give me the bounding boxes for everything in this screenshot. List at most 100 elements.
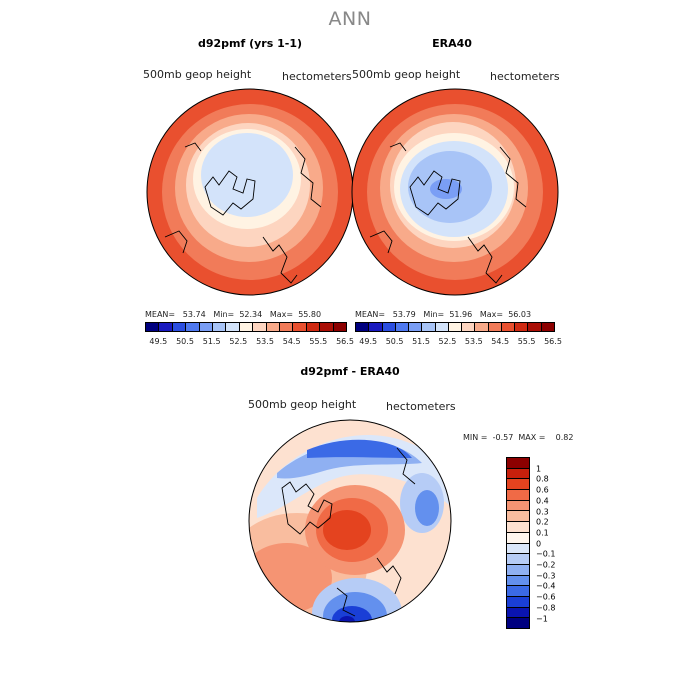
colorbar-tick-label: 55.5 (517, 337, 536, 346)
colorbar-swatch (172, 323, 187, 331)
colorbar-swatch (239, 323, 254, 331)
colorbar-swatch (409, 323, 423, 331)
colorbar-swatch (507, 596, 529, 608)
colorbar-swatch (507, 500, 529, 512)
colorbar-tick-label: −0.4 (536, 581, 556, 591)
stats-min-label: Min= (423, 310, 445, 319)
colorbar-swatch (507, 575, 529, 587)
colorbar-tick-label: −0.2 (536, 560, 556, 570)
colorbar-swatch (507, 554, 529, 565)
colorbar-swatch (186, 323, 200, 331)
colorbar-tick-label: 53.5 (256, 337, 274, 346)
colorbar-tick-label: 52.5 (438, 337, 457, 346)
colorbar-tick-label: 0.3 (536, 507, 549, 516)
stats-max-label: MAX = (518, 433, 546, 442)
colorbar-swatch (435, 323, 449, 331)
colorbar-tick-label: 55.5 (309, 337, 328, 346)
colorbar-tick-label: −0.1 (536, 549, 556, 559)
field-label-diff: 500mb geop height (248, 398, 357, 411)
panel-title-diff: d92pmf - ERA40 (300, 365, 400, 378)
colorbar-swatch (213, 323, 227, 331)
colorbar-swatch (507, 532, 529, 544)
colorbar-tick-label: 54.5 (282, 337, 301, 346)
colorbar-swatch (280, 323, 294, 331)
stats-min-value: 51.96 (449, 310, 473, 319)
panel-title-model: d92pmf (yrs 1-1) (197, 37, 303, 50)
colorbar-tick-label: −1 (536, 614, 548, 623)
colorbar-swatch (395, 323, 410, 331)
colorbar-swatch (507, 586, 529, 597)
stats-max-label: Max= (479, 310, 504, 319)
colorbar-swatch (226, 323, 240, 331)
colorbar-tick-label: 53.5 (464, 337, 483, 346)
colorbar-swatch (507, 618, 529, 628)
stats-min-value: 52.34 (239, 310, 263, 319)
colorbar-swatch (515, 323, 529, 331)
units-label-diff: hectometers (386, 400, 456, 413)
polar-map-diff (248, 419, 452, 623)
colorbar-tick-label: 0.6 (536, 485, 549, 495)
stats-max-value: 0.82 (555, 433, 574, 442)
colorbar-swatch (306, 323, 321, 331)
colorbar-swatch (448, 323, 463, 331)
colorbar-swatch (356, 323, 370, 331)
colorbar-swatch (507, 479, 529, 491)
colorbar-tick-label: 56.5 (544, 337, 562, 346)
colorbar-tick-label: 0.8 (536, 474, 549, 484)
stats-mean-value: 53.79 (392, 310, 416, 319)
polar-map-model (146, 88, 354, 296)
colorbar-tick-label: 56.5 (336, 337, 354, 346)
colorbar-tick-label: 1 (536, 464, 542, 474)
panel-title-era40: ERA40 (432, 37, 472, 50)
stats-min-label: Min= (213, 310, 235, 319)
colorbar-swatch (501, 323, 516, 331)
stats-mean-label: MEAN= (145, 310, 176, 319)
stats-max-value: 56.03 (508, 310, 532, 319)
colorbar-tick-label: 50.5 (176, 337, 194, 346)
stats-mean-value: 53.74 (182, 310, 206, 319)
colorbar-labels-era40: 49.5 50.5 51.5 52.5 53.5 54.5 55.5 56.5 (355, 337, 562, 347)
colorbar-swatch (320, 323, 334, 331)
colorbar-swatch (507, 543, 529, 555)
colorbar-tick-label: 0.2 (536, 517, 549, 527)
colorbar-swatch (507, 511, 529, 523)
colorbar-swatch (146, 323, 160, 331)
colorbar-model (145, 322, 347, 332)
field-label-model: 500mb geop height (143, 68, 252, 81)
colorbar-swatch (293, 323, 307, 331)
units-label-model: hectometers (282, 70, 352, 83)
colorbar-swatch (462, 323, 476, 331)
main-title: ANN (328, 8, 372, 30)
colorbar-swatch (528, 323, 542, 331)
colorbar-swatch (475, 323, 489, 331)
colorbar-tick-label: 0.1 (536, 528, 549, 538)
colorbar-tick-label: 51.5 (412, 337, 430, 346)
colorbar-swatch (507, 564, 529, 576)
colorbar-tick-label: 49.5 (149, 337, 168, 346)
colorbar-swatch (541, 323, 554, 331)
stats-model: MEAN= 53.74 Min= 52.34 Max= 55.80 (145, 310, 321, 319)
colorbar-swatch (199, 323, 214, 331)
colorbar-swatch (333, 323, 347, 331)
colorbar-tick-label: −0.6 (536, 592, 556, 602)
colorbar-tick-label: −0.3 (536, 571, 556, 581)
colorbar-swatch (266, 323, 281, 331)
colorbar-tick-label: 0.4 (536, 496, 549, 506)
stats-max-value: 55.80 (298, 310, 322, 319)
colorbar-swatch (507, 607, 529, 619)
colorbar-tick-label: 52.5 (229, 337, 248, 346)
colorbar-swatch (488, 323, 502, 331)
stats-diff: MIN = -0.57 MAX = 0.82 (463, 433, 573, 442)
colorbar-swatch (507, 458, 529, 469)
colorbar-era40 (355, 322, 555, 332)
polar-map-era40 (351, 88, 559, 296)
field-label-era40: 500mb geop height (352, 68, 461, 81)
stats-min-value: -0.57 (492, 433, 514, 442)
colorbar-tick-label: −0.8 (536, 603, 556, 613)
colorbar-diff (506, 457, 530, 629)
units-label-era40: hectometers (490, 70, 560, 83)
colorbar-swatch (382, 323, 396, 331)
stats-max-label: Max= (269, 310, 294, 319)
stats-min-label: MIN = (463, 433, 488, 442)
colorbar-swatch (507, 468, 529, 480)
